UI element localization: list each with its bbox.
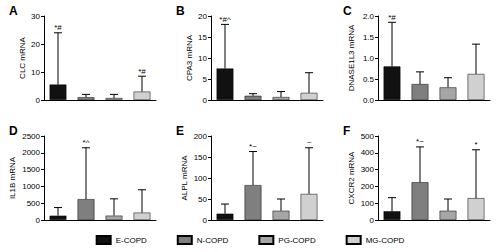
svg-text:F: F [343,124,350,138]
svg-text:1.5: 1.5 [363,33,375,42]
svg-text:~: ~ [307,138,312,147]
svg-text:30: 30 [31,12,40,21]
svg-text:CLC mRNA: CLC mRNA [18,36,27,78]
svg-text:0: 0 [203,96,208,105]
svg-text:E-COPD: E-COPD [116,236,147,245]
svg-text:*~: *~ [249,142,257,151]
svg-text:200: 200 [194,132,208,141]
svg-text:*: * [474,140,477,149]
svg-text:ALPL mRNA: ALPL mRNA [180,155,189,201]
svg-text:*#: *# [54,23,62,32]
svg-text:100: 100 [194,174,208,183]
svg-text:0.5: 0.5 [363,75,375,84]
svg-text:2.0: 2.0 [363,12,375,21]
svg-text:C: C [343,4,352,18]
svg-text:2500: 2500 [22,132,40,141]
svg-text:MG-COPD: MG-COPD [366,236,405,245]
svg-text:0.0: 0.0 [363,96,375,105]
svg-text:500: 500 [27,199,41,208]
svg-text:300: 300 [361,165,375,174]
svg-text:1000: 1000 [22,182,40,191]
svg-text:DNASE1L3 mRNA: DNASE1L3 mRNA [347,24,356,91]
svg-text:*#^: *#^ [219,15,231,24]
svg-text:CXCR2 mRNA: CXCR2 mRNA [347,151,356,205]
svg-text:50: 50 [198,195,207,204]
svg-text:N-COPD: N-COPD [197,236,229,245]
svg-text:CPA3 mRNA: CPA3 mRNA [185,34,194,81]
svg-text:E: E [176,124,184,138]
svg-text:0: 0 [203,216,208,225]
svg-text:*#: *# [138,67,146,76]
svg-text:10: 10 [31,68,40,77]
svg-text:100: 100 [361,199,375,208]
svg-text:20: 20 [31,40,40,49]
svg-text:5: 5 [203,75,208,84]
svg-text:IL1B mRNA: IL1B mRNA [8,156,17,199]
svg-text:200: 200 [361,182,375,191]
svg-text:D: D [9,124,18,138]
svg-text:1.0: 1.0 [363,54,375,63]
svg-text:15: 15 [198,33,207,42]
svg-text:*#: *# [388,13,396,22]
svg-text:0: 0 [370,216,375,225]
svg-text:*^: *^ [83,138,90,147]
svg-text:0: 0 [36,216,41,225]
svg-text:1500: 1500 [22,165,40,174]
svg-text:*~: *~ [416,137,424,146]
svg-text:20: 20 [198,12,207,21]
svg-text:10: 10 [198,54,207,63]
svg-text:2000: 2000 [22,148,40,157]
svg-text:PG-COPD: PG-COPD [278,236,316,245]
svg-text:400: 400 [361,148,375,157]
svg-text:500: 500 [361,132,375,141]
svg-text:0: 0 [36,96,41,105]
svg-text:A: A [9,4,18,18]
svg-text:150: 150 [194,153,208,162]
svg-text:B: B [176,4,185,18]
